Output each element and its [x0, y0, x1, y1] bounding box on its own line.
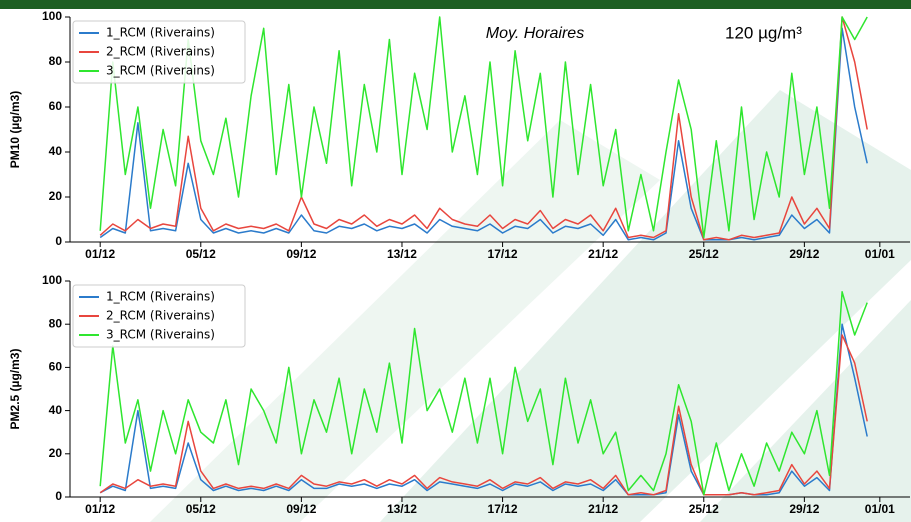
x-tick-label: 01/01 — [865, 247, 895, 261]
x-tick-label: 05/12 — [186, 247, 216, 261]
x-tick-label: 09/12 — [286, 247, 316, 261]
legend-label: 2_RCM (Riverains) — [106, 309, 215, 323]
x-tick-label: 25/12 — [689, 247, 719, 261]
x-tick-label: 25/12 — [689, 502, 719, 516]
x-tick-label: 21/12 — [588, 502, 618, 516]
annotation: Moy. Horaires — [486, 25, 584, 42]
x-tick-label: 21/12 — [588, 247, 618, 261]
x-tick-label: 05/12 — [186, 502, 216, 516]
series-line — [99, 16, 868, 241]
y-tick-label: 60 — [49, 99, 63, 113]
x-tick-label: 29/12 — [789, 502, 819, 516]
legend-label: 1_RCM (Riverains) — [106, 26, 215, 40]
y-axis-label: PM10 (µg/m3) — [8, 91, 22, 169]
y-tick-label: 80 — [49, 54, 63, 68]
decoration — [150, 120, 660, 522]
legend-box — [72, 284, 246, 348]
decoration — [700, 300, 911, 522]
x-tick-label: 29/12 — [789, 247, 819, 261]
x-tick-label: 13/12 — [387, 502, 417, 516]
y-tick-label: 100 — [42, 9, 62, 23]
series-line — [99, 16, 868, 239]
x-tick-label: 01/12 — [85, 502, 115, 516]
x-tick-label: 13/12 — [387, 247, 417, 261]
y-tick-label: 0 — [55, 489, 62, 503]
legend-label: 3_RCM (Riverains) — [106, 328, 215, 342]
x-tick-label: 01/12 — [85, 247, 115, 261]
decoration — [380, 90, 911, 522]
y-tick-label: 20 — [49, 189, 63, 203]
legend-label: 1_RCM (Riverains) — [106, 290, 215, 304]
y-tick-label: 20 — [49, 446, 63, 460]
series-line — [99, 27, 868, 241]
x-tick-label: 09/12 — [286, 502, 316, 516]
y-tick-label: 0 — [55, 234, 62, 248]
legend-label: 2_RCM (Riverains) — [106, 45, 215, 59]
y-tick-label: 100 — [42, 273, 62, 287]
legend-label: 3_RCM (Riverains) — [106, 64, 215, 78]
annotation: 120 µg/m³ — [725, 23, 802, 42]
series-line — [99, 334, 868, 496]
y-tick-label: 60 — [49, 360, 63, 374]
y-axis-label: PM2.5 (µg/m3) — [8, 349, 22, 430]
x-tick-label: 17/12 — [488, 247, 518, 261]
y-tick-label: 40 — [49, 144, 63, 158]
header-bar — [0, 0, 911, 9]
x-tick-label: 17/12 — [488, 502, 518, 516]
legend-box — [72, 20, 246, 84]
series-line — [99, 291, 868, 496]
x-tick-label: 01/01 — [865, 502, 895, 516]
y-tick-label: 80 — [49, 316, 63, 330]
y-tick-label: 40 — [49, 403, 63, 417]
